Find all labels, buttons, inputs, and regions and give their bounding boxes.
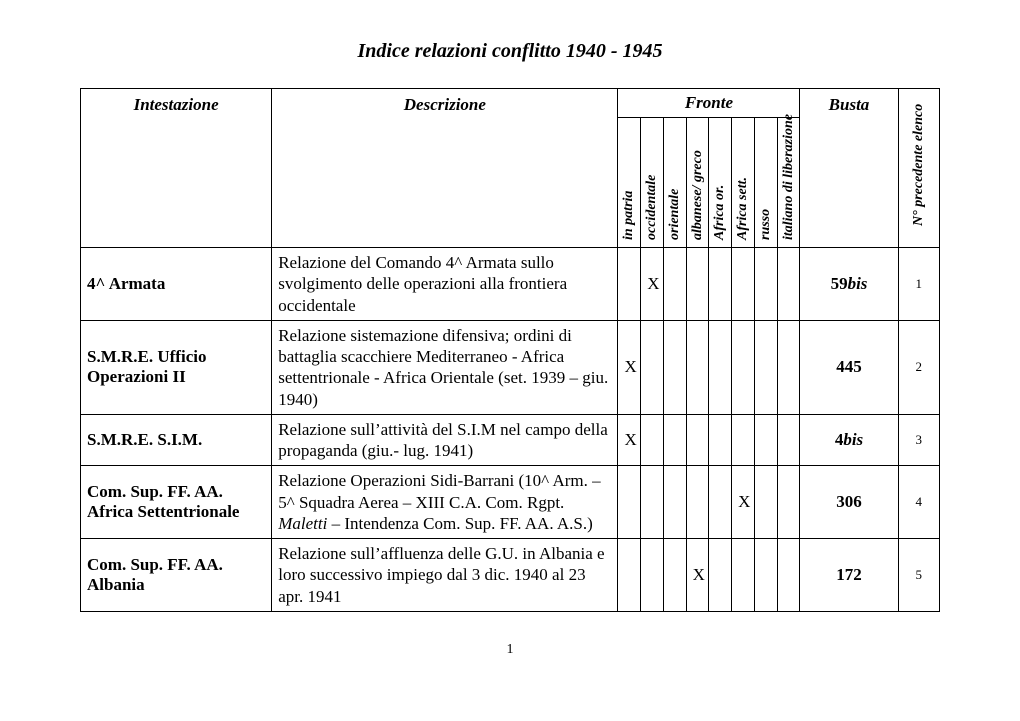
cell-fronte-mark [754,466,777,539]
cell-fronte-mark: X [618,320,641,414]
cell-fronte-mark [686,414,709,466]
cell-fronte-mark [777,320,800,414]
cell-fronte-mark [709,539,732,612]
cell-fronte-mark [663,414,686,466]
cell-busta: 172 [800,539,898,612]
cell-busta: 4bis [800,414,898,466]
cell-fronte-mark [641,539,664,612]
cell-fronte-mark [777,248,800,321]
table-row: 4^ ArmataRelazione del Comando 4^ Armata… [81,248,940,321]
header-fronte-col: Africa or. [709,118,732,248]
cell-fronte-mark: X [641,248,664,321]
cell-fronte-mark [663,320,686,414]
cell-descrizione: Relazione Operazioni Sidi-Barrani (10^ A… [272,466,618,539]
cell-fronte-mark [754,539,777,612]
cell-fronte-mark [618,466,641,539]
cell-intestazione: S.M.R.E. S.I.M. [81,414,272,466]
cell-fronte-mark [732,414,755,466]
cell-intestazione: 4^ Armata [81,248,272,321]
index-table: Intestazione Descrizione Fronte Busta N°… [80,88,940,612]
cell-intestazione: Com. Sup. FF. AA. Africa Settentrionale [81,466,272,539]
cell-fronte-mark [618,539,641,612]
cell-fronte-mark [618,248,641,321]
cell-fronte-mark [663,466,686,539]
header-fronte-col: occidentale [641,118,664,248]
cell-fronte-mark [754,414,777,466]
header-fronte-col: in patria [618,118,641,248]
cell-intestazione: Com. Sup. FF. AA. Albania [81,539,272,612]
cell-precedente: 2 [898,320,939,414]
cell-precedente: 3 [898,414,939,466]
header-fronte-col: italiano di liberazione [777,118,800,248]
cell-fronte-mark [663,248,686,321]
table-row: Com. Sup. FF. AA. AlbaniaRelazione sull’… [81,539,940,612]
cell-busta: 445 [800,320,898,414]
header-precedente: N° precedente elenco [898,89,939,248]
cell-fronte-mark [732,320,755,414]
header-intestazione: Intestazione [81,89,272,248]
cell-fronte-mark [686,248,709,321]
page-title: Indice relazioni conflitto 1940 - 1945 [80,40,940,63]
cell-fronte-mark [641,466,664,539]
cell-busta: 59bis [800,248,898,321]
cell-fronte-mark [641,320,664,414]
cell-fronte-mark [641,414,664,466]
cell-descrizione: Relazione sull’affluenza delle G.U. in A… [272,539,618,612]
header-fronte: Fronte [618,89,800,118]
cell-fronte-mark [732,248,755,321]
cell-fronte-mark [686,466,709,539]
cell-fronte-mark: X [686,539,709,612]
header-busta: Busta [800,89,898,248]
header-fronte-col: orientale [663,118,686,248]
cell-fronte-mark [686,320,709,414]
cell-precedente: 1 [898,248,939,321]
cell-descrizione: Relazione del Comando 4^ Armata sullo sv… [272,248,618,321]
cell-fronte-mark: X [618,414,641,466]
cell-fronte-mark [709,466,732,539]
cell-fronte-mark [709,320,732,414]
cell-fronte-mark [754,320,777,414]
table-row: S.M.R.E. Ufficio Operazioni IIRelazione … [81,320,940,414]
cell-fronte-mark [663,539,686,612]
header-fronte-col: russo [754,118,777,248]
cell-precedente: 4 [898,466,939,539]
cell-fronte-mark [754,248,777,321]
cell-precedente: 5 [898,539,939,612]
cell-fronte-mark [777,539,800,612]
table-row: S.M.R.E. S.I.M.Relazione sull’attività d… [81,414,940,466]
cell-fronte-mark [777,466,800,539]
header-descrizione: Descrizione [272,89,618,248]
header-fronte-col: albanese/ greco [686,118,709,248]
cell-fronte-mark: X [732,466,755,539]
cell-descrizione: Relazione sistemazione difensiva; ordini… [272,320,618,414]
cell-intestazione: S.M.R.E. Ufficio Operazioni II [81,320,272,414]
cell-descrizione: Relazione sull’attività del S.I.M nel ca… [272,414,618,466]
header-fronte-col: Africa sett. [732,118,755,248]
cell-fronte-mark [709,414,732,466]
cell-fronte-mark [777,414,800,466]
table-row: Com. Sup. FF. AA. Africa SettentrionaleR… [81,466,940,539]
cell-fronte-mark [732,539,755,612]
page-number: 1 [80,642,940,658]
cell-fronte-mark [709,248,732,321]
cell-busta: 306 [800,466,898,539]
